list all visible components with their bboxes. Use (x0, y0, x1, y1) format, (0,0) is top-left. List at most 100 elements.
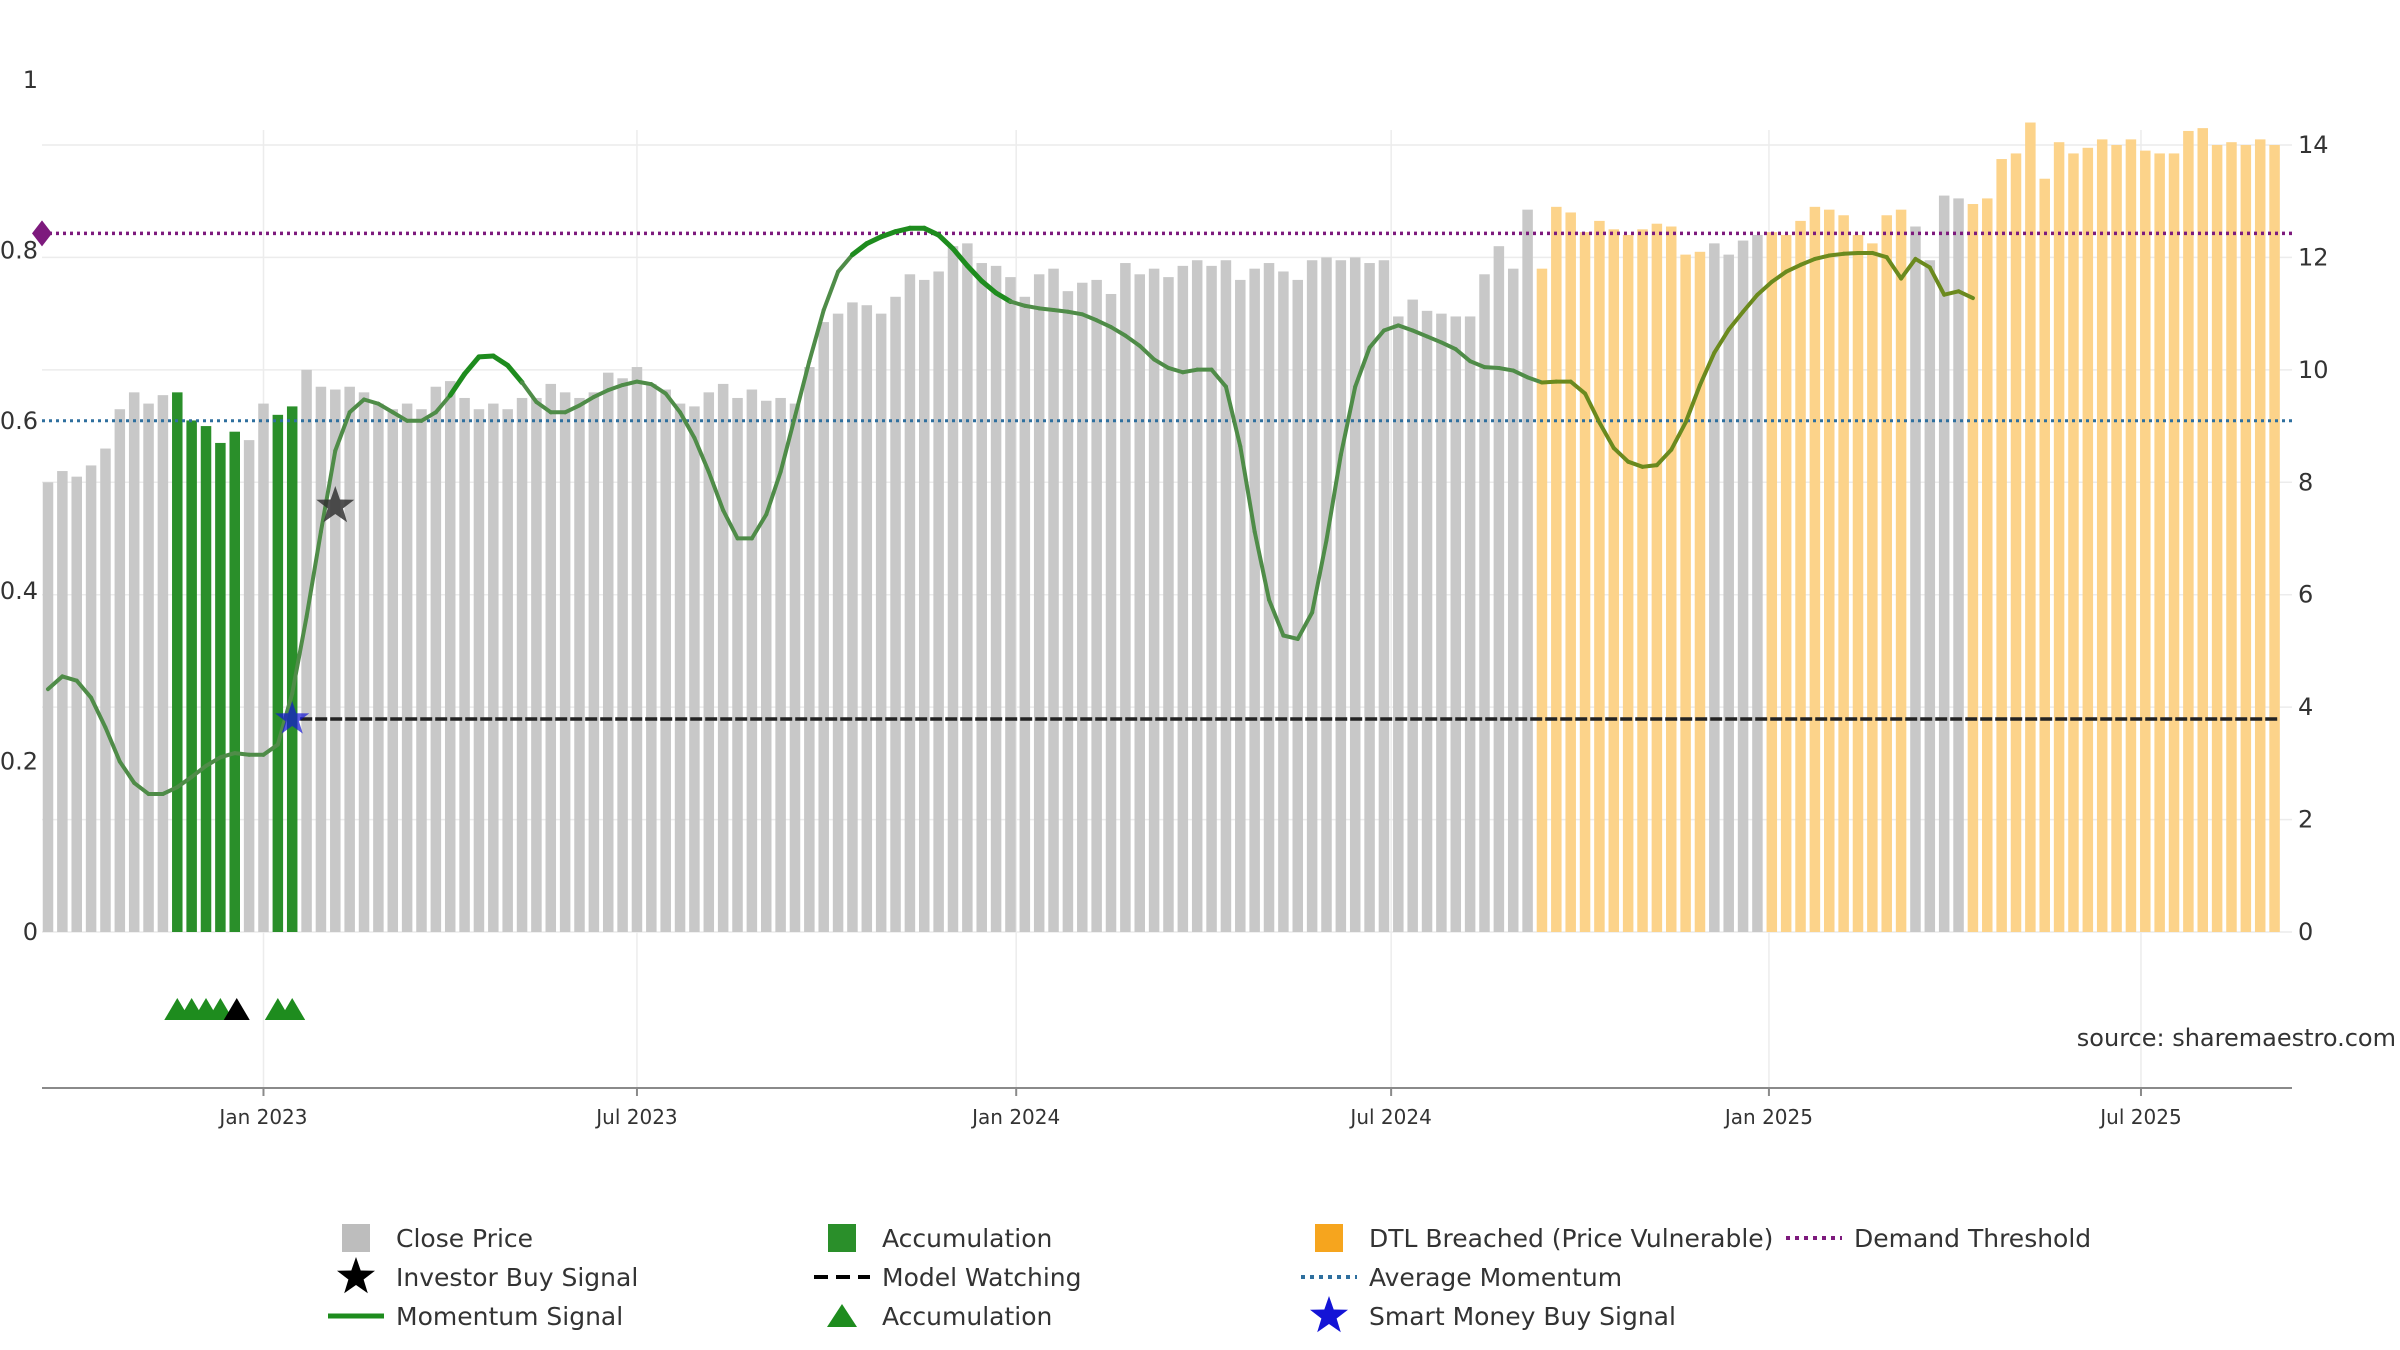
momentum-segment (261, 742, 280, 757)
momentum-segment (836, 252, 855, 274)
close-price-bar (674, 403, 686, 933)
close-price-bar (1723, 254, 1734, 932)
legend-item: Investor Buy Signal (337, 1257, 638, 1294)
close-price-bar (444, 381, 456, 933)
watch-triangle (223, 998, 250, 1020)
momentum-segment (1453, 347, 1473, 364)
momentum-segment (721, 508, 740, 541)
momentum-segment (1022, 303, 1042, 311)
close-price-bar (1364, 263, 1375, 932)
momentum-segment (792, 359, 812, 419)
momentum-segment (1109, 325, 1128, 338)
momentum-segment (204, 755, 223, 768)
legend-label: Accumulation (882, 1224, 1052, 1253)
close-price-bar (1421, 310, 1433, 932)
momentum-segment (1496, 365, 1516, 373)
close-price-bar (804, 367, 815, 933)
close-price-bar (1709, 243, 1720, 932)
close-price-bar (631, 367, 643, 933)
close-price-bar (100, 448, 111, 932)
momentum-segment (117, 759, 137, 785)
close-price-bar (1522, 209, 1533, 932)
momentum-segment (1769, 269, 1789, 284)
legend-item: Close Price (342, 1224, 533, 1253)
momentum-segment (936, 232, 956, 252)
momentum-segment (634, 379, 654, 387)
close-price-bar (545, 383, 557, 932)
momentum-segment (1812, 253, 1832, 261)
legend-item: Smart Money Buy Signal (1310, 1296, 1676, 1333)
close-price-bar (71, 476, 82, 932)
close-price-bar (875, 313, 887, 933)
dtl-breached-bar (1622, 234, 1634, 932)
close-price-bar (42, 482, 54, 932)
momentum-segment (490, 353, 511, 368)
close-price-bar (990, 265, 1002, 932)
close-price-bar (1005, 277, 1016, 932)
close-price-bar (1306, 260, 1318, 933)
momentum-segment (1726, 309, 1746, 332)
momentum-segment (160, 785, 180, 796)
close-price-bar (1292, 279, 1304, 932)
momentum-segment (1223, 384, 1243, 449)
momentum-segment (390, 410, 410, 423)
legend-label: Demand Threshold (1854, 1224, 2091, 1253)
momentum-segment (1798, 256, 1817, 267)
x-tick-label: Jan 2024 (970, 1105, 1060, 1129)
legend-label: Smart Money Buy Signal (1369, 1302, 1676, 1331)
demand-threshold-diamond (32, 220, 52, 247)
close-price-bar (1134, 274, 1145, 932)
dtl-breached-bar (1565, 212, 1576, 932)
momentum-segment (347, 397, 367, 415)
close-price-bar (588, 392, 600, 932)
momentum-segment (1712, 327, 1731, 355)
legend-label: Investor Buy Signal (396, 1263, 638, 1292)
legend-item: Momentum Signal (328, 1302, 623, 1331)
close-price-bar (1148, 268, 1160, 933)
momentum-segment (620, 379, 639, 388)
dtl-breached-bar (2168, 153, 2180, 933)
line-layer (42, 225, 2292, 796)
dtl-breached-bar (2254, 139, 2266, 933)
close-price-bar (330, 389, 341, 933)
legend-item: DTL Breached (Price Vulnerable) (1315, 1224, 1773, 1253)
legend-triangle-swatch (827, 1304, 857, 1327)
close-price-bar (531, 397, 542, 932)
dtl-breached-bar (2269, 145, 2280, 932)
momentum-segment (1827, 251, 1846, 258)
momentum-segment (1626, 459, 1645, 469)
momentum-segment (1468, 359, 1487, 370)
dtl-breached-bar (1579, 232, 1591, 932)
dtl-breached-bar (1967, 204, 1979, 932)
close-price-bar (143, 403, 154, 933)
close-price-bar (157, 395, 169, 932)
momentum-segment (433, 393, 453, 415)
dtl-breached-bar (2197, 128, 2208, 932)
right-tick-label: 4 (2298, 693, 2313, 721)
close-price-bar (358, 392, 370, 932)
momentum-segment (1841, 250, 1860, 256)
close-price-bar (114, 409, 126, 932)
close-price-bar (1464, 316, 1476, 932)
dtl-breached-bar (1838, 215, 1849, 933)
momentum-segment (1640, 463, 1659, 469)
close-price-bar (947, 246, 959, 932)
momentum-segment (89, 695, 108, 730)
momentum-segment (807, 308, 826, 364)
momentum-segment (1525, 375, 1544, 385)
close-price-bar (459, 397, 470, 932)
momentum-segment (821, 269, 841, 313)
dtl-breached-bar (1795, 220, 1806, 932)
momentum-segment (1755, 279, 1774, 297)
close-price-bar (315, 386, 327, 932)
close-price-bar (761, 400, 772, 932)
momentum-segment (864, 234, 884, 247)
accumulation-bar (286, 406, 298, 932)
close-price-bar (574, 397, 585, 932)
momentum-segment (1238, 444, 1257, 534)
momentum-segment (1942, 289, 1961, 297)
close-price-bar (1077, 282, 1088, 933)
source-note: source: sharemaestro.com (2077, 1024, 2396, 1052)
close-price-bar (904, 274, 916, 932)
